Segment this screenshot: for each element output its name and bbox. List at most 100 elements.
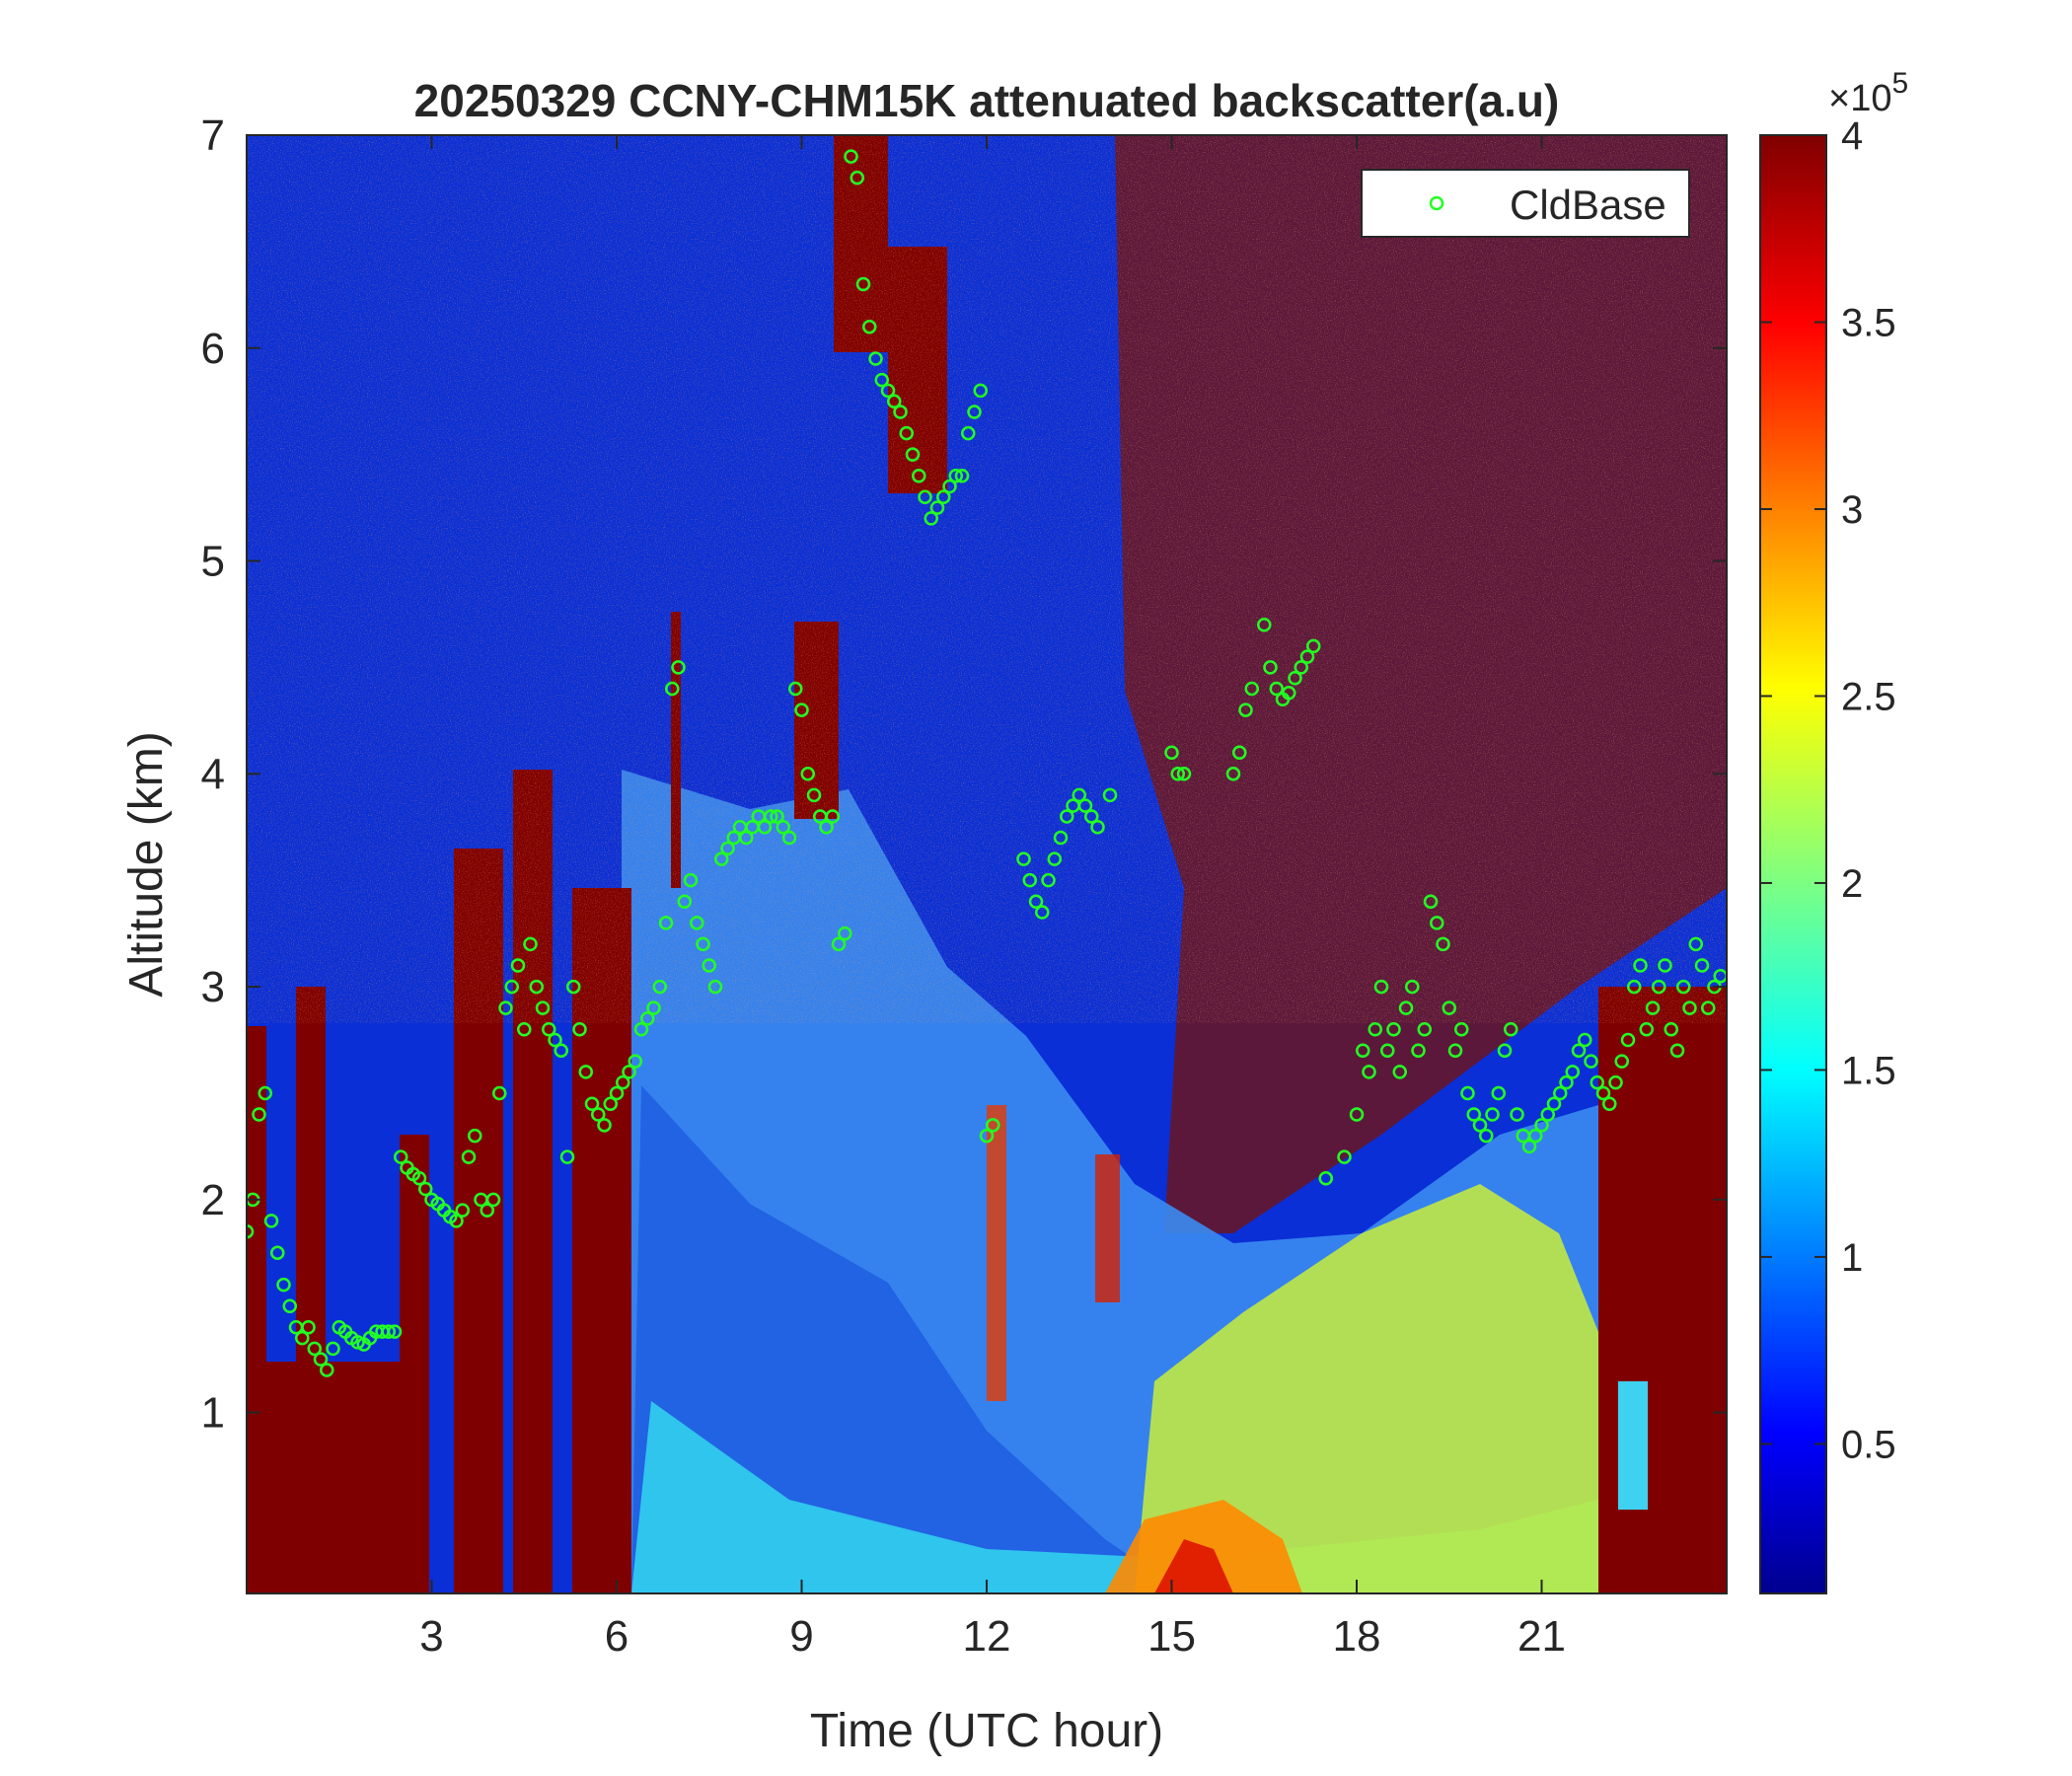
cloud-base-point <box>1676 979 1691 995</box>
cloud-base-point <box>1540 1107 1555 1122</box>
backscatter-heatmap <box>247 135 1727 1593</box>
cloud-base-point <box>1288 670 1302 686</box>
cloud-base-point <box>247 1223 255 1239</box>
cloud-base-point <box>1356 1043 1370 1059</box>
cloud-base-point <box>480 1203 494 1218</box>
cloud-base-point <box>597 1118 612 1133</box>
cloud-base-point <box>609 1085 625 1101</box>
cloud-base-point <box>967 405 982 419</box>
x-tick-label: 12 <box>963 1612 1011 1661</box>
cloud-base-markers <box>247 149 1727 1377</box>
cloud-base-point <box>800 767 815 781</box>
cloud-base-point <box>1442 1000 1456 1015</box>
cloud-base-point <box>1497 1043 1513 1059</box>
x-axis: 3 6 9 12 15 18 21 <box>419 135 1566 1661</box>
cloud-base-point <box>1652 979 1666 995</box>
y-tick-label: 7 <box>201 111 225 160</box>
cloud-base-point <box>665 681 680 697</box>
cloud-base-point <box>1362 1065 1376 1079</box>
cloud-base-point <box>1306 638 1321 654</box>
cloud-base-point <box>301 1320 316 1335</box>
cloud-base-point <box>954 468 970 483</box>
cloud-base-point <box>770 809 784 824</box>
cloud-base-point <box>1694 958 1710 973</box>
cloud-base-point <box>1559 1074 1574 1090</box>
y-axis: 1 2 3 4 5 6 7 <box>201 111 1727 1438</box>
colorbar-tick-label: 1.5 <box>1841 1049 1896 1092</box>
cloud-base-point <box>973 383 988 399</box>
cloud-base-point <box>295 1330 310 1346</box>
cloud-base-point <box>690 916 704 930</box>
cloud-base-point <box>776 819 790 835</box>
colorbar-gradient <box>1759 134 1827 1594</box>
x-tick-label: 6 <box>605 1612 629 1661</box>
cloud-base-point <box>468 1128 482 1144</box>
y-tick-label: 5 <box>201 538 225 586</box>
colorbar: 0.5 1 1.5 2 2.5 3 3.5 4 ×105 <box>1759 67 1908 1594</box>
cloud-base-point <box>1047 851 1062 866</box>
cloud-base-point <box>929 500 945 515</box>
legend-box <box>1361 169 1690 238</box>
cloud-base-point <box>844 149 858 164</box>
cloud-base-point <box>924 511 938 526</box>
cloud-base-point <box>1077 798 1093 813</box>
y-tick-label: 6 <box>201 325 225 373</box>
cloud-base-point <box>485 1192 501 1208</box>
cloud-base-point <box>1454 1021 1469 1037</box>
cloud-base-point <box>517 1021 532 1037</box>
cloud-base-point <box>1466 1107 1481 1122</box>
cloud-base-point <box>1472 1118 1488 1133</box>
cloud-base-point <box>1447 1043 1463 1059</box>
cloud-base-point <box>1411 1043 1426 1059</box>
cloud-base-point <box>781 830 797 846</box>
legend-label-cldbase: CldBase <box>1510 182 1666 228</box>
cloud-base-point <box>819 819 834 835</box>
cloud-base-point <box>1373 979 1389 995</box>
cloud-base-point <box>1337 1149 1352 1164</box>
cloud-base-point <box>1553 1085 1568 1101</box>
cloud-base-point <box>893 405 908 419</box>
x-tick-label: 15 <box>1147 1612 1196 1661</box>
cloud-base-point <box>936 489 951 505</box>
cloud-base-point <box>1041 872 1056 888</box>
cloud-base-point <box>1645 1000 1661 1015</box>
cloud-base-point <box>714 851 729 866</box>
colorbar-ticks: 0.5 1 1.5 2 2.5 3 3.5 4 <box>1760 114 1896 1466</box>
x-tick-label: 18 <box>1333 1612 1381 1661</box>
cloud-base-point <box>1263 660 1278 675</box>
cloud-base-point <box>1232 745 1247 760</box>
cloud-base-point <box>825 809 840 824</box>
colorbar-exponent-base: ×10 <box>1828 78 1891 119</box>
colorbar-tick-label: 2 <box>1841 862 1863 906</box>
cloud-base-point <box>578 1065 593 1079</box>
y-tick-label: 1 <box>201 1389 225 1438</box>
cloud-base-point <box>1521 1139 1537 1154</box>
cloud-base-point <box>942 479 957 494</box>
cloud-base-point <box>1176 767 1192 781</box>
cloud-base-point <box>1614 1054 1629 1069</box>
cloud-base-point <box>696 936 710 952</box>
cloud-base-point <box>270 1245 285 1261</box>
cloud-base-point <box>806 787 822 803</box>
cloud-base-point <box>1060 809 1074 824</box>
cloud-base-point <box>862 319 877 334</box>
cloud-base-point <box>739 830 754 846</box>
cloud-base-point <box>1627 979 1642 995</box>
cloud-base-point <box>263 1214 279 1228</box>
cloud-base-point <box>838 925 852 941</box>
cloud-base-point <box>1016 851 1031 866</box>
cloud-base-point <box>1620 1032 1636 1048</box>
cloud-base-point <box>1380 1043 1395 1059</box>
cloud-base-point <box>794 703 809 717</box>
chart-title: 20250329 CCNY-CHM15K attenuated backscat… <box>414 75 1560 126</box>
cloud-base-point <box>961 425 976 441</box>
cloud-base-point <box>326 1341 340 1357</box>
cloud-base-point <box>646 1000 661 1015</box>
x-tick-label: 21 <box>1517 1612 1566 1661</box>
colorbar-tick-label: 3 <box>1841 488 1863 532</box>
cloud-base-point <box>1244 681 1259 697</box>
cloud-base-point <box>381 1324 396 1339</box>
cloud-base-point <box>948 468 963 483</box>
cloud-base-point <box>1639 1021 1654 1037</box>
cloud-base-point <box>498 1000 513 1015</box>
